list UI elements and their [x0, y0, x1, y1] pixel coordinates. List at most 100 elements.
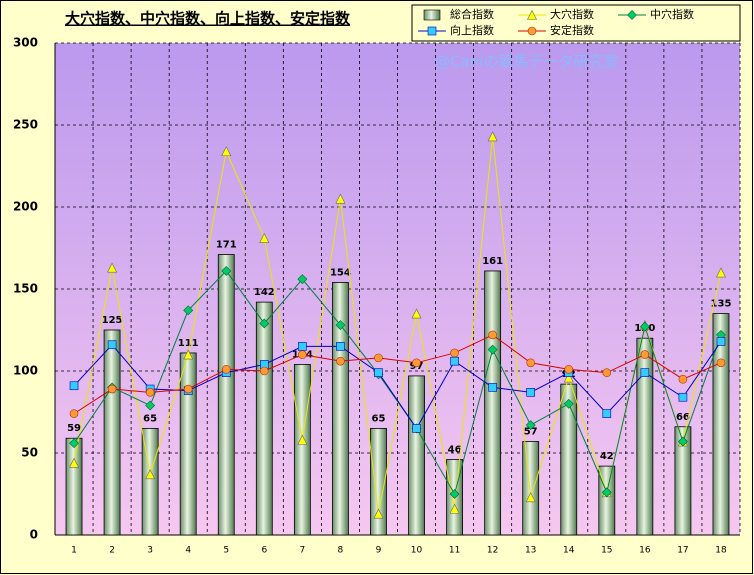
bar [522, 441, 540, 536]
marker [487, 344, 498, 355]
legend-label: 大穴指数 [550, 7, 594, 21]
marker [298, 342, 307, 351]
marker [335, 320, 346, 331]
y-tick-label: 150 [13, 282, 38, 296]
bar [255, 301, 273, 536]
x-tick-label: 15 [601, 546, 612, 556]
marker [221, 146, 232, 157]
marker [297, 434, 308, 445]
x-tick-label: 7 [299, 546, 305, 556]
legend-label: 総合指数 [450, 7, 494, 21]
marker [183, 384, 193, 394]
marker [336, 342, 345, 351]
data-label: 46 [448, 445, 462, 456]
marker [716, 337, 726, 346]
marker [487, 131, 498, 142]
bar [408, 375, 425, 536]
data-label: 154 [330, 267, 351, 278]
x-tick-label: 10 [411, 546, 423, 556]
x-tick-label: 1 [71, 546, 77, 556]
x-tick-label: 6 [261, 546, 267, 556]
legend-label: 安定指数 [550, 23, 594, 37]
data-label: 111 [178, 338, 199, 349]
data-label: 142 [254, 287, 275, 298]
marker [677, 436, 688, 447]
y-tick-label: 250 [13, 118, 38, 132]
x-tick-label: 14 [563, 546, 575, 556]
marker [373, 508, 384, 519]
marker [488, 383, 497, 392]
marker [412, 358, 421, 368]
x-tick-label: 17 [677, 546, 688, 556]
marker [411, 308, 422, 319]
bar [103, 329, 121, 536]
marker [107, 262, 118, 273]
bar [293, 364, 311, 536]
data-label: 42 [600, 451, 614, 462]
marker [450, 348, 459, 358]
bar [484, 270, 502, 536]
data-label: 65 [143, 413, 157, 424]
marker [221, 266, 232, 276]
marker [640, 368, 650, 377]
marker [259, 232, 270, 243]
marker [69, 457, 80, 468]
marker [640, 350, 650, 359]
x-tick-label: 16 [639, 546, 651, 556]
marker [69, 438, 79, 449]
chart-title: 大穴指数、中穴指数、向上指数、安定指数 [65, 10, 351, 28]
marker [412, 424, 421, 433]
legend-swatch [423, 9, 441, 21]
x-tick-label: 11 [449, 546, 460, 556]
marker [639, 321, 650, 332]
y-tick-label: 300 [13, 36, 38, 50]
y-tick-label: 0 [30, 528, 38, 542]
data-label: 59 [67, 423, 81, 434]
x-tick-label: 2 [109, 546, 115, 556]
line [73, 341, 722, 430]
marker [678, 392, 688, 402]
marker [601, 487, 612, 498]
marker [69, 381, 79, 391]
marker [526, 358, 535, 368]
legend [411, 4, 741, 42]
marker [259, 318, 270, 329]
marker [69, 409, 79, 418]
marker [297, 274, 308, 285]
legend-marker [427, 26, 437, 36]
x-tick-label: 13 [525, 546, 536, 556]
marker [526, 388, 535, 397]
marker [525, 492, 536, 503]
y-tick-label: 200 [13, 200, 38, 214]
data-label: 171 [216, 240, 237, 251]
marker [145, 469, 156, 480]
x-tick-label: 5 [223, 546, 229, 556]
marker [449, 489, 460, 499]
bar [179, 352, 197, 536]
data-label: 125 [102, 315, 123, 326]
data-label: 57 [524, 427, 538, 438]
bar [636, 337, 654, 536]
x-tick-label: 8 [338, 546, 344, 556]
x-tick-label: 12 [487, 546, 498, 556]
x-tick-label: 9 [376, 546, 382, 556]
bar [65, 437, 83, 536]
marker [145, 400, 156, 411]
x-tick-label: 18 [715, 546, 727, 556]
y-tick-label: 100 [13, 364, 38, 378]
marker [488, 330, 497, 340]
bar [712, 313, 730, 536]
marker [449, 503, 460, 514]
legend-marker [527, 9, 537, 20]
marker [678, 374, 688, 384]
legend-marker [627, 10, 637, 20]
marker [602, 368, 612, 377]
marker [715, 267, 726, 278]
marker [716, 358, 726, 368]
bar [217, 254, 235, 536]
data-label: 66 [676, 412, 690, 423]
data-label: 65 [372, 413, 386, 424]
marker [183, 349, 194, 360]
marker [107, 384, 117, 394]
